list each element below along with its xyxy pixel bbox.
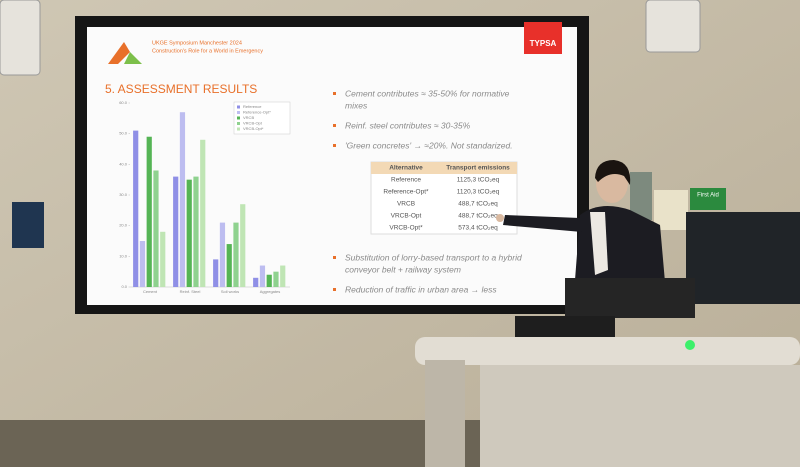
bullet-marker	[333, 288, 336, 291]
legend-swatch	[237, 105, 240, 109]
bar	[133, 130, 139, 287]
speaker	[0, 0, 41, 76]
table-header: Transport emissions	[446, 165, 510, 172]
table-header-bg	[371, 162, 517, 174]
bullet-marker	[333, 92, 336, 95]
bar	[273, 271, 279, 287]
bullet-text: conveyor belt + railway system	[345, 264, 461, 274]
y-tick-label: 30.0	[119, 192, 128, 197]
table-cell: 1125,3 tCO₂eq	[457, 177, 500, 184]
table-cell: 573,4 tCO₂eq	[458, 225, 498, 232]
bar	[146, 136, 152, 287]
table-cell: VRCB-Opt	[391, 213, 422, 220]
bar	[280, 265, 286, 287]
x-tick-label: Reinf. Steel	[180, 289, 201, 294]
bar	[219, 222, 226, 287]
bar	[226, 244, 232, 287]
legend-swatch	[237, 116, 240, 120]
table: Alternative Transport emissions Reference 1…	[370, 161, 518, 235]
bullet-text: Cement contributes ≈ 35-50% for normativ…	[345, 88, 510, 98]
shirt	[590, 212, 608, 275]
first-aid: First Aid	[697, 193, 719, 199]
bar	[186, 179, 192, 287]
table-header: Alternative	[389, 165, 423, 172]
y-tick-label: 50.0	[119, 131, 128, 136]
y-tick-label: 0.0	[121, 284, 127, 289]
bar	[160, 231, 166, 287]
table-cell: VRCB	[397, 201, 415, 208]
first-aid-sign	[690, 188, 726, 210]
bullet-marker	[333, 144, 336, 147]
chart: 0.0 10.0 20.0 30.0 40.0 50.0 60.0 Cement Reinf. …	[119, 100, 291, 294]
bullets: Cement contributes ≈ 35-50% for normativ…	[333, 88, 522, 294]
x-tick-label: Aggregates	[260, 289, 280, 294]
desk-front	[480, 365, 800, 467]
bar	[259, 265, 266, 287]
legend-swatch	[237, 111, 240, 114]
brand: TYPSA	[530, 39, 557, 48]
legend-label: VRCB-Opt	[243, 121, 263, 126]
logo	[108, 42, 130, 64]
bar	[193, 176, 199, 287]
bar	[179, 112, 186, 287]
y-tick-label: 60.0	[119, 100, 128, 105]
logo	[124, 52, 142, 64]
y-tick-label: 20.0	[119, 223, 128, 228]
table-cell: 1120,3 tCO₂eq	[457, 189, 500, 196]
bar	[153, 170, 159, 287]
bullet-marker	[333, 124, 336, 127]
bar	[213, 259, 219, 287]
legend-label: Reference	[243, 104, 262, 109]
bar	[200, 139, 206, 287]
bar	[139, 241, 146, 287]
table-cell: Reference-Opt*	[383, 189, 429, 196]
x-tick-label: Cement	[143, 289, 158, 294]
light	[685, 340, 695, 350]
bar	[266, 274, 272, 287]
speaker	[645, 0, 701, 53]
bullet-text: Reinf. steel contributes ≈ 30-35%	[345, 120, 471, 130]
brand-box	[524, 22, 562, 54]
subtitle: Construction's Role for a World in Emerg…	[152, 48, 263, 54]
legend-swatch	[237, 122, 240, 125]
table-cell: 488,7 tCO₂eq	[458, 201, 498, 208]
y-tick-label: 10.0	[119, 253, 128, 258]
desk-top	[415, 337, 800, 365]
desk-leg	[425, 360, 465, 467]
hair	[595, 160, 631, 185]
legend-label: VRCB-Opt*	[243, 126, 264, 131]
legend-box	[233, 101, 291, 135]
wall-sign	[12, 202, 44, 248]
bar	[233, 222, 239, 287]
table-cell: 488,7 tCO₂eq	[458, 213, 498, 220]
section-title: 5. ASSESSMENT RESULTS	[105, 82, 257, 96]
bullet-text: mixes	[345, 100, 368, 110]
hand	[496, 214, 504, 222]
legend-label: Reference-Opt*	[243, 110, 271, 115]
bullet-text: 'Green concretes' → ≈20%. Not standarize…	[345, 140, 513, 150]
table-cell: Reference	[391, 177, 421, 184]
legend-swatch	[237, 127, 240, 131]
poster	[654, 190, 688, 230]
lectern-top	[565, 278, 695, 318]
legend-label: VRCB	[243, 115, 254, 120]
monitor	[686, 212, 800, 304]
event: UKGE Symposium Manchester 2024	[152, 40, 242, 46]
bullet-text: Substitution of lorry-based transport to…	[345, 252, 522, 262]
poster	[630, 172, 652, 220]
table-cell: VRCB-Opt*	[389, 225, 423, 232]
bullet-text: Reduction of traffic in urban area → les…	[345, 284, 497, 294]
arm	[503, 215, 582, 232]
bar	[253, 277, 259, 287]
y-tick-label: 40.0	[119, 161, 128, 166]
bullet-marker	[333, 256, 336, 259]
x-tick-label: Soil works	[221, 289, 239, 294]
bar	[173, 176, 179, 287]
bar	[240, 204, 246, 287]
